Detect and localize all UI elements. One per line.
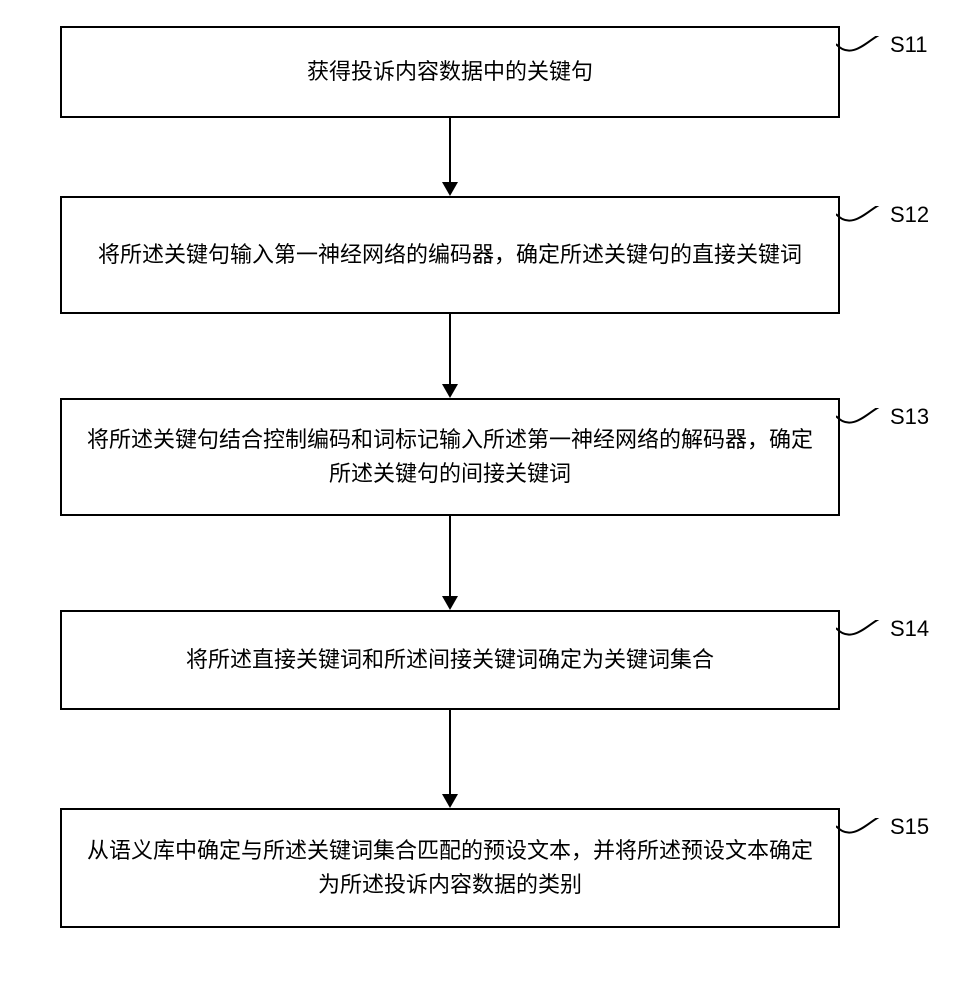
step-label-s12: S12 <box>890 202 929 228</box>
flow-node-text: 获得投诉内容数据中的关键句 <box>307 55 593 89</box>
flow-node-s11: 获得投诉内容数据中的关键句 <box>60 26 840 118</box>
flow-node-s13: 将所述关键句结合控制编码和词标记输入所述第一神经网络的解码器，确定所述关键句的间… <box>60 398 840 516</box>
arrow-line <box>449 710 451 794</box>
arrow-line <box>449 314 451 384</box>
flow-node-s15: 从语义库中确定与所述关键词集合匹配的预设文本，并将所述预设文本确定为所述投诉内容… <box>60 808 840 928</box>
arrow-line <box>449 516 451 596</box>
connector-tick <box>836 408 890 444</box>
step-label-s15: S15 <box>890 814 929 840</box>
flow-node-s14: 将所述直接关键词和所述间接关键词确定为关键词集合 <box>60 610 840 710</box>
flow-node-text: 从语义库中确定与所述关键词集合匹配的预设文本，并将所述预设文本确定为所述投诉内容… <box>82 834 818 902</box>
arrow-line <box>449 118 451 182</box>
step-label-s14: S14 <box>890 616 929 642</box>
connector-tick <box>836 36 890 72</box>
connector-tick <box>836 206 890 242</box>
step-label-s13: S13 <box>890 404 929 430</box>
flow-node-text: 将所述关键句结合控制编码和词标记输入所述第一神经网络的解码器，确定所述关键句的间… <box>82 423 818 491</box>
flow-node-s12: 将所述关键句输入第一神经网络的编码器，确定所述关键句的直接关键词 <box>60 196 840 314</box>
arrow-head-icon <box>442 384 458 398</box>
arrow-head-icon <box>442 596 458 610</box>
flow-node-text: 将所述直接关键词和所述间接关键词确定为关键词集合 <box>186 643 714 677</box>
connector-tick <box>836 620 890 656</box>
arrow-head-icon <box>442 794 458 808</box>
step-label-s11: S11 <box>890 32 928 58</box>
connector-tick <box>836 818 890 854</box>
arrow-head-icon <box>442 182 458 196</box>
flow-node-text: 将所述关键句输入第一神经网络的编码器，确定所述关键句的直接关键词 <box>98 238 802 272</box>
